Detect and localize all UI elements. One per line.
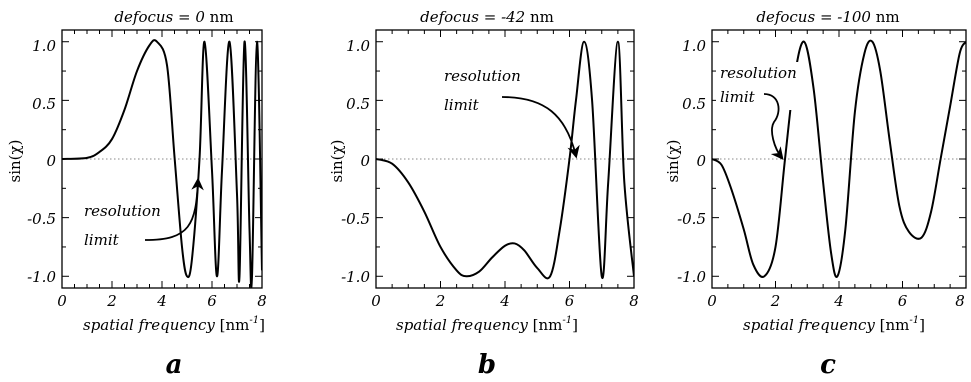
panel-a-ytick-label: 1.0 (32, 37, 56, 55)
panel-c-resolution-arrow (763, 93, 784, 160)
panel-b-frame (375, 29, 635, 289)
panel-b-xtick-label: 0 (371, 292, 381, 310)
panel-a: defocus = 0 nm 1.0 0.5 0 -0.5 -1.0 0 2 4… (6, 8, 267, 380)
panel-b-ytick-label: -1.0 (341, 268, 370, 286)
panel-a-ytick-label: 0.5 (32, 95, 56, 113)
panel-c-title: defocus = -100 nm (756, 8, 899, 26)
panel-c-ytick-labels: 1.0 0.5 0 -0.5 -1.0 (677, 37, 706, 286)
panel-b-annotation-line1: resolution (444, 67, 521, 85)
panel-c-xtick-labels: 0 2 4 6 8 (707, 292, 965, 310)
panel-c-ticks (711, 30, 967, 288)
panel-b-x-axis-label: spatial frequency [nm-1] (396, 315, 578, 334)
panel-a-ytick-label: 0 (46, 152, 56, 170)
panel-c-xtick-label: 4 (833, 292, 844, 310)
panel-a-y-axis-label: sin(χ) (6, 140, 24, 183)
panel-c-ytick-label: 0.5 (682, 95, 706, 113)
panel-b-letter: b (478, 350, 496, 380)
panel-a-resolution-arrow (144, 177, 204, 241)
panel-b: defocus = -42 nm 1.0 0.5 0 -0.5 -1.0 0 2… (328, 8, 639, 380)
panel-b-xtick-label: 4 (499, 292, 510, 310)
panel-c-annotation-line1: resolution (720, 64, 797, 82)
panel-b-xtick-label: 8 (629, 292, 639, 310)
panel-b-ytick-labels: 1.0 0.5 0 -0.5 -1.0 (341, 37, 370, 286)
panel-a-title: defocus = 0 nm (114, 8, 233, 26)
panel-a-ytick-label: -1.0 (27, 268, 56, 286)
panel-a-ytick-labels: 1.0 0.5 0 -0.5 -1.0 (27, 37, 56, 286)
panel-c-annotation-backdrop (716, 62, 804, 110)
panel-c-ytick-label: -1.0 (677, 268, 706, 286)
panel-a-ytick-label: -0.5 (27, 210, 56, 228)
panel-c-frame (711, 29, 967, 289)
panel-c-x-axis-label: spatial frequency [nm-1] (743, 315, 925, 334)
panel-a-annotation-line2: limit (84, 231, 120, 249)
panel-a-xtick-labels: 0 2 4 6 8 (57, 292, 267, 310)
panel-a-x-axis-label: spatial frequency [nm-1] (83, 315, 265, 334)
panel-c-letter: c (820, 350, 836, 380)
panel-a-xtick-label: 8 (257, 292, 267, 310)
panel-a-ctf-curve (62, 39, 262, 288)
panel-a-xtick-label: 2 (106, 292, 117, 310)
panel-b-xtick-label: 6 (565, 292, 575, 310)
panel-c-xtick-label: 0 (707, 292, 717, 310)
panel-c-xtick-label: 6 (898, 292, 908, 310)
panel-b-ctf-curve (376, 40, 634, 280)
panel-c-annotation-line2: limit (720, 88, 756, 106)
panel-b-xtick-labels: 0 2 4 6 8 (371, 292, 639, 310)
panel-a-annotation-line1: resolution (84, 202, 161, 220)
panel-c-ytick-label: -0.5 (677, 210, 706, 228)
panel-c-ctf-curve (712, 39, 966, 279)
panel-a-letter: a (166, 350, 183, 380)
panel-b-ytick-label: 1.0 (346, 37, 370, 55)
panel-c-ytick-label: 1.0 (682, 37, 706, 55)
panel-b-xtick-label: 2 (435, 292, 446, 310)
panel-b-resolution-arrow (501, 96, 580, 159)
panel-c-ytick-label: 0 (696, 152, 706, 170)
panel-b-ytick-label: 0 (360, 152, 370, 170)
panel-a-xtick-label: 0 (57, 292, 67, 310)
panel-a-xtick-label: 6 (207, 292, 217, 310)
panel-b-y-axis-label: sin(χ) (328, 140, 346, 183)
panel-c-xtick-label: 2 (770, 292, 781, 310)
panel-b-ytick-label: -0.5 (341, 210, 370, 228)
panel-b-ytick-label: 0.5 (346, 95, 370, 113)
panel-b-annotation-line2: limit (444, 96, 480, 114)
panel-a-xtick-label: 4 (156, 292, 167, 310)
panel-c-xtick-label: 8 (955, 292, 965, 310)
panel-c-y-axis-label: sin(χ) (664, 140, 682, 183)
panel-c: defocus = -100 nm 1.0 0.5 0 -0.5 -1.0 0 … (664, 8, 967, 380)
panel-b-title: defocus = -42 nm (420, 8, 554, 26)
panel-a-frame (61, 29, 263, 289)
